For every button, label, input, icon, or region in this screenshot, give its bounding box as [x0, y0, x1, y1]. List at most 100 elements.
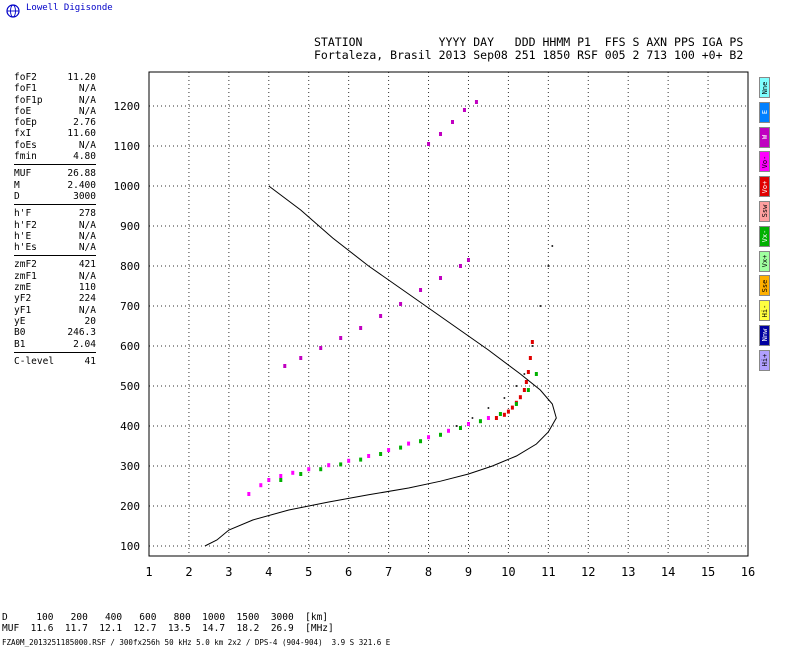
param-row: MUF 26.88 [14, 168, 96, 179]
x-tick-label: 16 [741, 565, 755, 579]
data-point [458, 264, 462, 268]
trace-point [539, 305, 542, 307]
globe-icon [6, 4, 20, 18]
data-point [283, 364, 287, 368]
param-value: 224 [78, 293, 96, 305]
legend-label: Nnw [760, 329, 769, 342]
station-header: STATION YYYY DAY DDD HHMM P1 FFS S AXN P… [314, 36, 743, 62]
data-point [526, 370, 530, 374]
x-tick-label: 15 [701, 565, 715, 579]
x-tick-label: 10 [501, 565, 515, 579]
legend-item: W [759, 126, 770, 148]
param-row: foF2 11.20 [14, 72, 96, 83]
param-value: 278 [78, 208, 96, 220]
param-row: zmE 110 [14, 282, 96, 293]
header-line-2: Fortaleza, Brasil 2013 Sep08 251 1850 RS… [314, 48, 744, 62]
param-value: 2.04 [73, 338, 96, 350]
param-label: foF1 [14, 83, 37, 95]
legend-label: E [760, 110, 769, 115]
y-tick-label: 600 [120, 340, 140, 353]
param-label: zmE [14, 282, 32, 294]
x-tick-label: 13 [621, 565, 635, 579]
param-label: h'E [14, 230, 32, 242]
data-point [419, 288, 423, 292]
param-value: N/A [78, 230, 96, 242]
data-point [502, 412, 506, 417]
param-row: B0 246.3 [14, 327, 96, 338]
data-point [339, 462, 343, 467]
param-separator [14, 164, 96, 166]
data-point [359, 326, 363, 330]
data-point [526, 388, 530, 392]
y-tick-label: 800 [120, 260, 140, 273]
data-point [291, 470, 295, 475]
param-row: yF2 224 [14, 293, 96, 304]
param-row: h'E N/A [14, 231, 96, 242]
param-label: D [14, 190, 20, 202]
param-value: 110 [78, 282, 96, 294]
y-tick-label: 700 [120, 300, 140, 313]
x-tick-label: 14 [661, 565, 675, 579]
x-tick-label: 12 [581, 565, 595, 579]
x-tick-label: 9 [465, 565, 472, 579]
x-tick-label: 1 [145, 565, 152, 579]
file-footer: FZA0M_2013251185000.RSF / 300fx256h 50 k… [2, 638, 391, 647]
param-label: zmF2 [14, 259, 37, 271]
data-point [447, 428, 450, 433]
data-point [399, 445, 403, 450]
data-point [528, 356, 532, 360]
data-point [486, 416, 490, 420]
data-point [367, 454, 371, 458]
legend-item: Vo+ [759, 176, 770, 198]
data-point [399, 302, 403, 306]
param-value: N/A [78, 304, 96, 316]
data-point [506, 409, 510, 414]
param-label: h'F2 [14, 219, 37, 231]
y-tick-label: 1100 [114, 140, 141, 153]
param-label: C-level [14, 355, 55, 367]
param-value: 26.88 [67, 168, 96, 180]
param-row: yE 20 [14, 316, 96, 327]
data-point [379, 452, 383, 456]
y-tick-label: 400 [120, 420, 140, 433]
param-value: 2.400 [67, 179, 96, 191]
param-row: foEs N/A [14, 140, 96, 151]
param-label: foE [14, 105, 32, 117]
legend-item: Vx- [759, 225, 770, 247]
param-value: N/A [78, 139, 96, 151]
y-tick-label: 200 [120, 500, 140, 513]
muf-distance-row: D 100 200 400 600 800 1000 1500 3000 [km… [2, 612, 329, 623]
legend-label: Nne [760, 81, 769, 94]
legend-item: Hi+ [759, 349, 770, 371]
param-label: h'F [14, 208, 32, 220]
data-point [307, 467, 311, 472]
legend-item: Vo- [759, 151, 770, 173]
param-row: C-level 41 [14, 356, 96, 367]
x-tick-label: 6 [345, 565, 352, 579]
param-value: N/A [78, 270, 96, 282]
data-point [462, 108, 466, 112]
data-point [267, 478, 271, 482]
data-point [510, 405, 514, 410]
data-point [466, 422, 470, 426]
data-point [439, 432, 443, 437]
data-point [427, 435, 431, 440]
data-point [279, 478, 283, 482]
param-separator [14, 255, 96, 257]
param-row: foF1p N/A [14, 95, 96, 106]
trace-point [515, 385, 518, 387]
data-point [530, 340, 534, 344]
plot-frame [148, 71, 749, 557]
data-point [478, 419, 482, 424]
param-label: fmin [14, 151, 37, 163]
param-row: h'Es N/A [14, 242, 96, 253]
lowell-logo: Lowell Digisonde [6, 2, 166, 20]
data-point [379, 314, 383, 318]
x-tick-label: 7 [385, 565, 392, 579]
data-point [474, 100, 478, 104]
x-tick-label: 5 [305, 565, 312, 579]
trace-point [471, 417, 474, 419]
param-row: foEp 2.76 [14, 117, 96, 128]
param-row: h'F 278 [14, 208, 96, 219]
